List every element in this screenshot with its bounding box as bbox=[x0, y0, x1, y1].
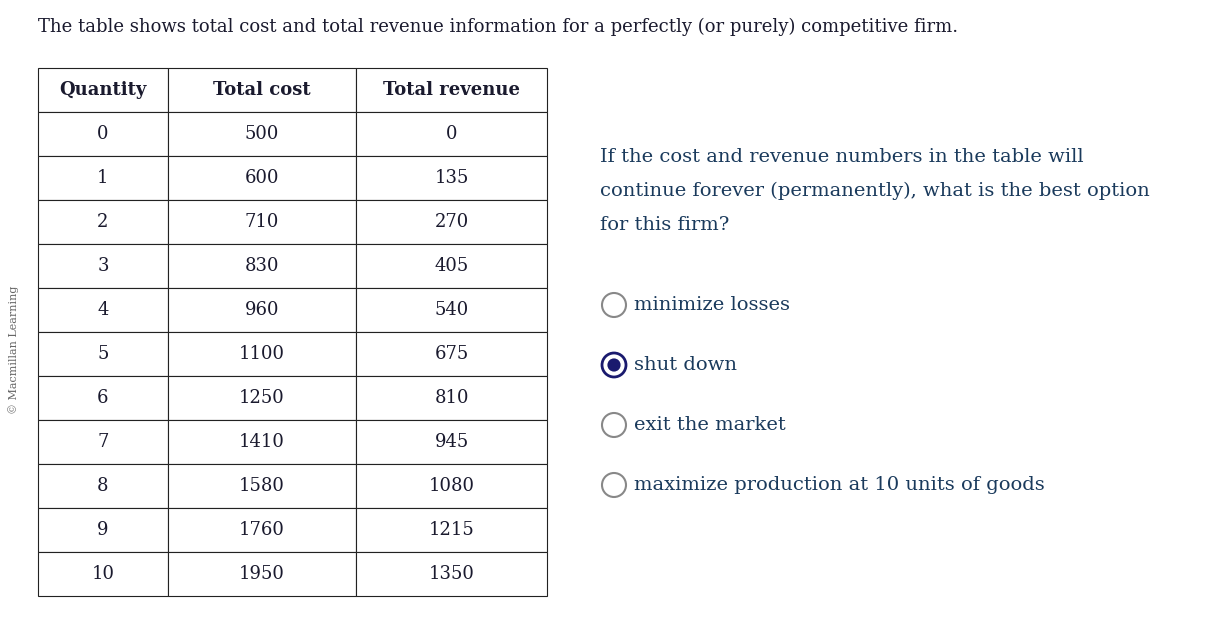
Text: © Macmillan Learning: © Macmillan Learning bbox=[9, 286, 19, 414]
Text: 1250: 1250 bbox=[239, 389, 285, 407]
Text: 1760: 1760 bbox=[239, 521, 285, 539]
Text: 1410: 1410 bbox=[239, 433, 285, 451]
Text: Total cost: Total cost bbox=[213, 81, 310, 99]
Text: 1350: 1350 bbox=[428, 565, 475, 583]
Bar bbox=[357, 376, 546, 420]
Bar bbox=[38, 112, 168, 156]
Text: 500: 500 bbox=[245, 125, 279, 143]
Text: Total revenue: Total revenue bbox=[383, 81, 520, 99]
Text: 1100: 1100 bbox=[239, 345, 285, 363]
Bar bbox=[357, 332, 546, 376]
Bar bbox=[357, 156, 546, 200]
Bar bbox=[168, 68, 357, 112]
Text: 810: 810 bbox=[434, 389, 469, 407]
Bar bbox=[357, 112, 546, 156]
Text: 945: 945 bbox=[434, 433, 469, 451]
Bar bbox=[38, 376, 168, 420]
Text: 960: 960 bbox=[245, 301, 279, 319]
Text: 405: 405 bbox=[434, 257, 469, 275]
Text: 9: 9 bbox=[97, 521, 108, 539]
Text: continue forever (permanently), what is the best option: continue forever (permanently), what is … bbox=[600, 182, 1150, 200]
Bar bbox=[168, 156, 357, 200]
Text: 1950: 1950 bbox=[239, 565, 285, 583]
Circle shape bbox=[602, 353, 626, 377]
Bar bbox=[357, 244, 546, 288]
Bar bbox=[168, 288, 357, 332]
Bar bbox=[38, 288, 168, 332]
Text: exit the market: exit the market bbox=[634, 416, 786, 434]
Text: 6: 6 bbox=[97, 389, 108, 407]
Circle shape bbox=[607, 358, 621, 371]
Text: 0: 0 bbox=[445, 125, 458, 143]
Text: for this firm?: for this firm? bbox=[600, 216, 729, 234]
Text: Quantity: Quantity bbox=[60, 81, 146, 99]
Bar bbox=[357, 288, 546, 332]
Bar bbox=[357, 508, 546, 552]
Bar bbox=[38, 464, 168, 508]
Text: 135: 135 bbox=[434, 169, 469, 187]
Text: 7: 7 bbox=[97, 433, 108, 451]
Text: 600: 600 bbox=[245, 169, 279, 187]
Text: 10: 10 bbox=[91, 565, 114, 583]
Text: If the cost and revenue numbers in the table will: If the cost and revenue numbers in the t… bbox=[600, 148, 1083, 166]
Text: shut down: shut down bbox=[634, 356, 738, 374]
Bar bbox=[38, 156, 168, 200]
Text: 1: 1 bbox=[97, 169, 108, 187]
Bar bbox=[168, 508, 357, 552]
Bar bbox=[38, 332, 168, 376]
Text: 540: 540 bbox=[434, 301, 469, 319]
Bar bbox=[357, 420, 546, 464]
Text: The table shows total cost and total revenue information for a perfectly (or pur: The table shows total cost and total rev… bbox=[38, 18, 958, 36]
Bar bbox=[357, 68, 546, 112]
Text: 5: 5 bbox=[97, 345, 108, 363]
Bar bbox=[168, 200, 357, 244]
Text: minimize losses: minimize losses bbox=[634, 296, 790, 314]
Text: 1580: 1580 bbox=[239, 477, 285, 495]
Bar bbox=[168, 376, 357, 420]
Circle shape bbox=[602, 473, 626, 497]
Bar bbox=[38, 552, 168, 596]
Bar bbox=[168, 464, 357, 508]
Bar bbox=[357, 200, 546, 244]
Text: 2: 2 bbox=[97, 213, 108, 231]
Text: 1215: 1215 bbox=[428, 521, 475, 539]
Text: 1080: 1080 bbox=[428, 477, 475, 495]
Bar bbox=[168, 420, 357, 464]
Text: maximize production at 10 units of goods: maximize production at 10 units of goods bbox=[634, 476, 1044, 494]
Bar bbox=[168, 112, 357, 156]
Text: 270: 270 bbox=[434, 213, 469, 231]
Bar bbox=[38, 68, 168, 112]
Bar bbox=[38, 244, 168, 288]
Text: 3: 3 bbox=[97, 257, 108, 275]
Bar bbox=[357, 464, 546, 508]
Bar bbox=[38, 200, 168, 244]
Bar bbox=[357, 552, 546, 596]
Bar bbox=[168, 332, 357, 376]
Text: 675: 675 bbox=[434, 345, 469, 363]
Circle shape bbox=[602, 293, 626, 317]
Circle shape bbox=[602, 413, 626, 437]
Text: 8: 8 bbox=[97, 477, 108, 495]
Bar bbox=[38, 420, 168, 464]
Text: 4: 4 bbox=[97, 301, 108, 319]
Text: 710: 710 bbox=[245, 213, 279, 231]
Text: 830: 830 bbox=[245, 257, 279, 275]
Bar bbox=[38, 508, 168, 552]
Bar bbox=[168, 244, 357, 288]
Bar bbox=[168, 552, 357, 596]
Text: 0: 0 bbox=[97, 125, 108, 143]
